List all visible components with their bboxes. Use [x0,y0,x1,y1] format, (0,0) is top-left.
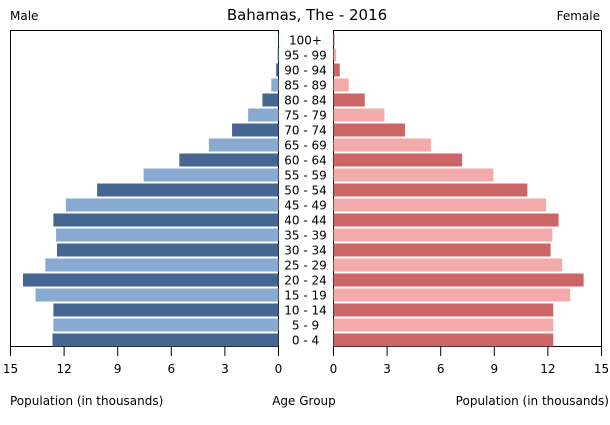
female-bar-10-14 [333,303,554,317]
age-group-label: 100+ [289,34,322,48]
male-bar-85-89 [271,78,279,92]
age-group-label: 45 - 49 [284,199,327,213]
age-group-label: 75 - 79 [284,109,327,123]
female-bar-90-94 [333,63,340,77]
female-bar-5-9 [333,318,554,332]
male-bar-80-84 [262,93,279,107]
male-bar-25-29 [45,258,279,272]
age-group-label: 70 - 74 [284,124,327,138]
left-tick-label: 0 [275,362,283,376]
age-group-label: 10 - 14 [284,304,327,318]
male-bar-100+ [277,33,279,47]
age-group-label: 60 - 64 [284,154,327,168]
x-axis-label-center: Age Group [272,394,336,408]
female-bar-70-74 [333,123,405,137]
female-bar-35-39 [333,228,553,242]
age-group-label: 5 - 9 [292,319,319,333]
female-bar-80-84 [333,93,365,107]
right-tick-label: 3 [383,362,391,376]
male-bar-95-99 [277,48,279,62]
female-bar-55-59 [333,168,494,182]
right-tick-label: 6 [437,362,445,376]
left-tick-label: 12 [56,362,71,376]
female-bar-85-89 [333,78,349,92]
age-group-label: 90 - 94 [284,64,327,78]
male-bar-15-19 [35,288,279,302]
right-tick-label: 0 [330,362,338,376]
male-bar-10-14 [53,303,279,317]
male-bar-30-34 [56,243,279,257]
female-bar-40-44 [333,213,559,227]
age-group-label: 40 - 44 [284,214,327,228]
female-bar-95-99 [333,48,337,62]
female-bar-15-19 [333,288,571,302]
age-group-label: 35 - 39 [284,229,327,243]
age-group-label: 55 - 59 [284,169,327,183]
male-bar-50-54 [97,183,279,197]
age-group-label: 85 - 89 [284,79,327,93]
chart-title: Bahamas, The - 2016 [227,6,387,24]
male-bar-75-79 [248,108,279,122]
age-group-label: 25 - 29 [284,259,327,273]
female-label: Female [557,9,600,23]
male-bar-35-39 [56,228,279,242]
right-tick-label: 9 [490,362,498,376]
female-bar-25-29 [333,258,563,272]
female-bar-65-69 [333,138,431,152]
male-bar-60-64 [179,153,279,167]
left-tick-label: 15 [3,362,18,376]
male-bar-55-59 [143,168,279,182]
age-group-label: 30 - 34 [284,244,327,258]
female-bar-0-4 [333,333,554,347]
female-bar-60-64 [333,153,463,167]
male-bar-45-49 [65,198,279,212]
left-tick-label: 3 [221,362,229,376]
x-axis-label-left: Population (in thousands) [10,394,163,408]
x-axis-label-right: Population (in thousands) [456,394,609,408]
female-bar-75-79 [333,108,385,122]
age-group-label: 0 - 4 [292,334,319,348]
right-tick-label: 15 [594,362,609,376]
left-tick-label: 9 [114,362,122,376]
male-bar-5-9 [53,318,279,332]
female-bar-30-34 [333,243,551,257]
male-bar-20-24 [23,273,279,287]
left-tick-label: 6 [167,362,175,376]
age-group-label: 95 - 99 [284,49,327,63]
age-group-label: 50 - 54 [284,184,327,198]
female-bar-50-54 [333,183,528,197]
male-bar-0-4 [52,333,279,347]
female-bar-20-24 [333,273,584,287]
male-bar-70-74 [232,123,279,137]
female-bar-45-49 [333,198,547,212]
male-bar-40-44 [53,213,279,227]
age-group-label: 65 - 69 [284,139,327,153]
age-group-label: 20 - 24 [284,274,327,288]
age-group-label: 15 - 19 [284,289,327,303]
male-bar-65-69 [208,138,279,152]
age-group-label: 80 - 84 [284,94,327,108]
female-bar-100+ [333,33,335,47]
right-tick-label: 12 [540,362,555,376]
male-bar-90-94 [276,63,279,77]
male-label: Male [10,9,38,23]
